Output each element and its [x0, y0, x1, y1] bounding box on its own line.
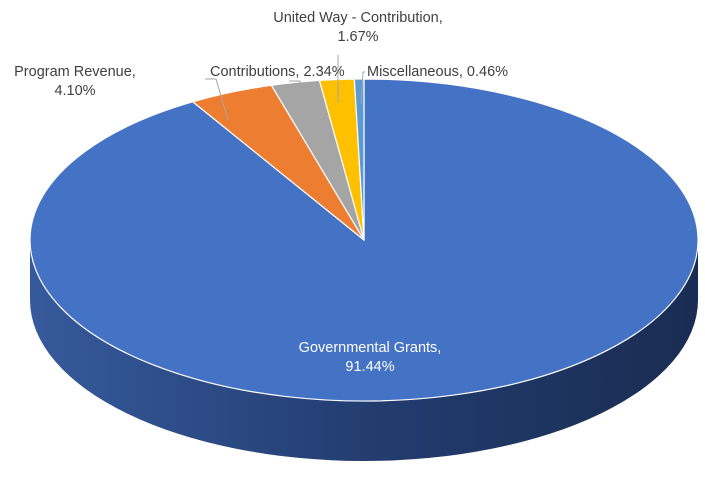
- pie-sides: [30, 240, 698, 461]
- pie-side-wall: [30, 240, 698, 461]
- leader-line-contributions: [289, 80, 305, 107]
- data-label-united-way-contribution: United Way - Contribution, 1.67%: [273, 10, 443, 45]
- data-label-line: 4.10%: [54, 83, 95, 99]
- data-label-program-revenue: Program Revenue, 4.10%: [14, 64, 136, 99]
- data-labels: Governmental Grants, 91.44% Program Revenu…: [14, 10, 508, 375]
- leader-line-miscellaneous: [360, 71, 365, 105]
- data-label-line: Miscellaneous, 0.46%: [367, 64, 508, 80]
- data-label-line: Contributions, 2.34%: [210, 64, 345, 80]
- data-label-line: United Way - Contribution,: [273, 10, 443, 26]
- leader-lines: [205, 55, 365, 121]
- data-label-governmental-grants: Governmental Grants, 91.44%: [299, 340, 442, 375]
- data-label-line: 91.44%: [345, 359, 394, 375]
- data-label-line: Governmental Grants,: [299, 340, 442, 356]
- data-label-line: 1.67%: [337, 29, 378, 45]
- data-label-miscellaneous: Miscellaneous, 0.46%: [367, 64, 508, 80]
- pie-slices: [29, 78, 699, 402]
- leader-line-program-revenue: [205, 78, 229, 121]
- data-label-contributions: Contributions, 2.34%: [210, 64, 345, 80]
- data-label-line: Program Revenue,: [14, 64, 136, 80]
- pie-slice-miscellaneous: [353, 78, 365, 241]
